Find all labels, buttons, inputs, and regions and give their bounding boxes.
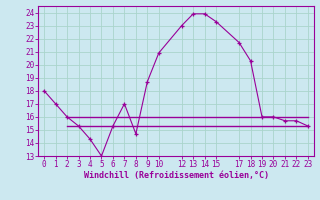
X-axis label: Windchill (Refroidissement éolien,°C): Windchill (Refroidissement éolien,°C) xyxy=(84,171,268,180)
